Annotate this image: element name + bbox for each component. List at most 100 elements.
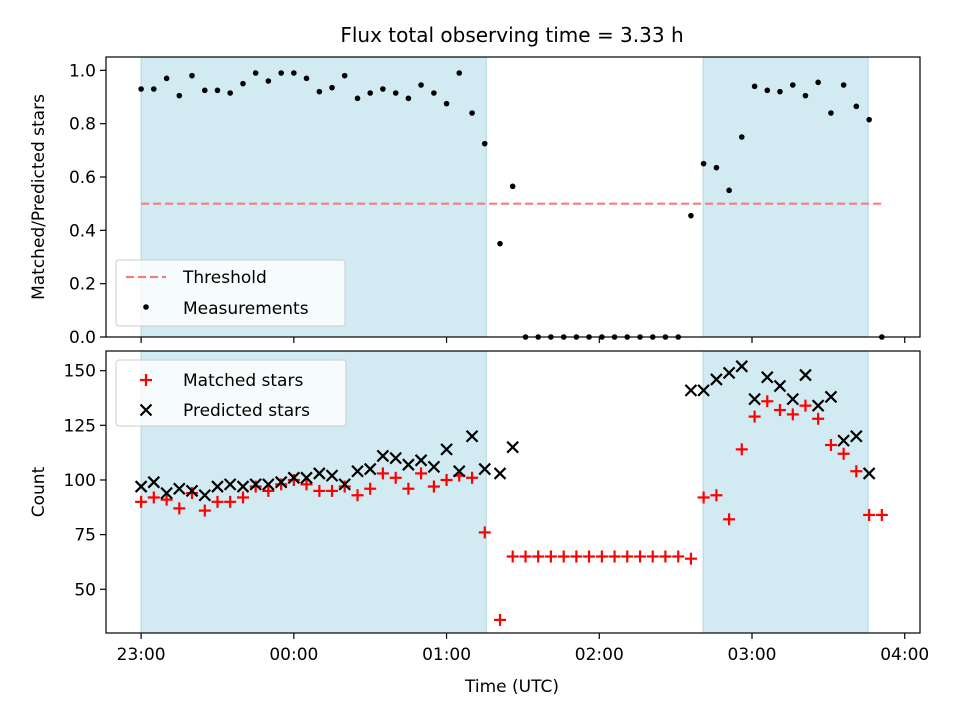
matched-star-point bbox=[275, 478, 288, 491]
matched-star-point bbox=[710, 489, 723, 502]
matched-star-point bbox=[812, 412, 825, 425]
measurement-point bbox=[443, 100, 450, 107]
x-tick-label: 00:00 bbox=[269, 645, 318, 665]
measurement-point bbox=[497, 240, 503, 247]
predicted-star-point bbox=[249, 478, 262, 491]
predicted-star-point bbox=[274, 475, 288, 489]
legend-predicted-swatch bbox=[139, 403, 153, 417]
count-legend-box bbox=[115, 359, 347, 427]
matched-star-point bbox=[440, 473, 453, 486]
ratio-y-axis-label: Matched/Predicted stars bbox=[29, 94, 49, 300]
matched-star-point bbox=[135, 495, 148, 508]
predicted-star-point bbox=[811, 399, 825, 412]
matched-star-point bbox=[570, 550, 583, 563]
predicted-star-point bbox=[735, 360, 749, 373]
measurement-point bbox=[252, 70, 259, 76]
predicted-star-point bbox=[850, 429, 863, 443]
matched-star-point bbox=[249, 480, 262, 493]
predicted-star-point bbox=[223, 478, 237, 491]
count-y-axis-label: Count bbox=[29, 466, 49, 517]
predicted-star-point bbox=[824, 390, 838, 404]
matched-star-point bbox=[389, 471, 402, 484]
predicted-star-point bbox=[363, 462, 377, 476]
matched-star-point bbox=[646, 550, 659, 563]
predicted-star-point bbox=[389, 451, 402, 465]
predicted-star-point bbox=[325, 469, 339, 482]
predicted-star-point bbox=[147, 475, 161, 489]
y-tick-label: 0.0 bbox=[69, 328, 96, 348]
measurement-point bbox=[688, 212, 694, 219]
y-tick-label: 0.2 bbox=[69, 275, 96, 295]
matched-star-point bbox=[351, 489, 364, 502]
measurement-point bbox=[828, 110, 834, 116]
matched-star-point bbox=[583, 550, 596, 563]
legend-plus-marker bbox=[140, 374, 152, 386]
y-tick-label: 1.0 bbox=[69, 61, 96, 81]
measurement-point bbox=[214, 87, 221, 94]
measurement-point bbox=[303, 75, 310, 82]
matched-star-point bbox=[300, 478, 313, 491]
predicted-star-point bbox=[262, 478, 275, 491]
matched-star-point bbox=[402, 482, 415, 495]
count-legend: Matched stars Predicted stars bbox=[115, 359, 347, 427]
measurement-point bbox=[189, 72, 195, 79]
measurement-point bbox=[469, 110, 475, 116]
measurement-point bbox=[726, 187, 732, 194]
predicted-star-point bbox=[198, 489, 212, 502]
predicted-star-point bbox=[287, 471, 301, 485]
matched-star-point bbox=[748, 410, 761, 423]
matched-star-point bbox=[236, 491, 249, 504]
x-tick-label: 23:00 bbox=[117, 645, 166, 665]
predicted-star-point bbox=[862, 467, 876, 480]
measurement-point bbox=[700, 160, 707, 167]
predicted-star-point bbox=[351, 464, 364, 478]
y-tick-label: 0.8 bbox=[69, 115, 96, 135]
matched-star-point bbox=[198, 504, 211, 517]
y-tick-label: 75 bbox=[74, 526, 96, 546]
measurement-point bbox=[853, 103, 860, 110]
measurement-point bbox=[713, 164, 720, 171]
measurement-point bbox=[341, 72, 348, 79]
measurement-point bbox=[354, 95, 361, 102]
predicted-star-point bbox=[211, 480, 224, 493]
matched-star-point bbox=[185, 487, 198, 500]
matched-star-point bbox=[287, 473, 300, 486]
predicted-star-point bbox=[465, 429, 479, 443]
x-tick-label: 04:00 bbox=[880, 645, 929, 665]
predicted-star-point bbox=[837, 434, 850, 447]
matched-star-point bbox=[262, 484, 275, 497]
measurement-point bbox=[163, 75, 170, 82]
x-axis-label: Time (UTC) bbox=[464, 677, 559, 697]
matched-star-point bbox=[326, 484, 339, 497]
x-tick-label: 02:00 bbox=[575, 645, 624, 665]
matched-star-point bbox=[773, 404, 786, 417]
ratio-panel: 0.0 0.2 0.4 0.6 0.8 1.0 Matched/Predicted sta… bbox=[29, 56, 921, 348]
matched-star-point bbox=[147, 491, 160, 504]
count-panel: 50 75 100 125 150 23:00 00:00 01:00 02:00 03:00 0… bbox=[29, 350, 929, 665]
predicted-star-point bbox=[710, 373, 723, 386]
measurement-point bbox=[456, 70, 463, 76]
predicted-star-point bbox=[697, 384, 710, 397]
matched-star-point bbox=[224, 495, 237, 508]
matched-star-point bbox=[338, 480, 351, 493]
predicted-star-point bbox=[799, 368, 812, 382]
legend-measurement-swatch bbox=[143, 304, 149, 310]
matched-star-point bbox=[532, 550, 545, 563]
predicted-star-point bbox=[684, 384, 698, 397]
predicted-star-point bbox=[300, 471, 313, 485]
legend-matched-label: Matched stars bbox=[183, 371, 303, 391]
matched-star-point bbox=[478, 526, 491, 539]
measurement-point bbox=[751, 83, 758, 90]
matched-star-point bbox=[313, 484, 326, 497]
y-tick-label: 0.4 bbox=[69, 221, 96, 241]
matched-star-point bbox=[837, 447, 850, 460]
measurement-point bbox=[240, 80, 246, 87]
measurement-point bbox=[866, 116, 872, 123]
matched-star-point bbox=[160, 493, 173, 506]
matched-star-point bbox=[799, 399, 812, 412]
predicted-star-point bbox=[786, 392, 800, 406]
predicted-star-point bbox=[440, 443, 453, 456]
matched-star-point bbox=[697, 491, 710, 504]
predicted-star-point bbox=[722, 366, 736, 380]
matched-star-point bbox=[544, 550, 557, 563]
